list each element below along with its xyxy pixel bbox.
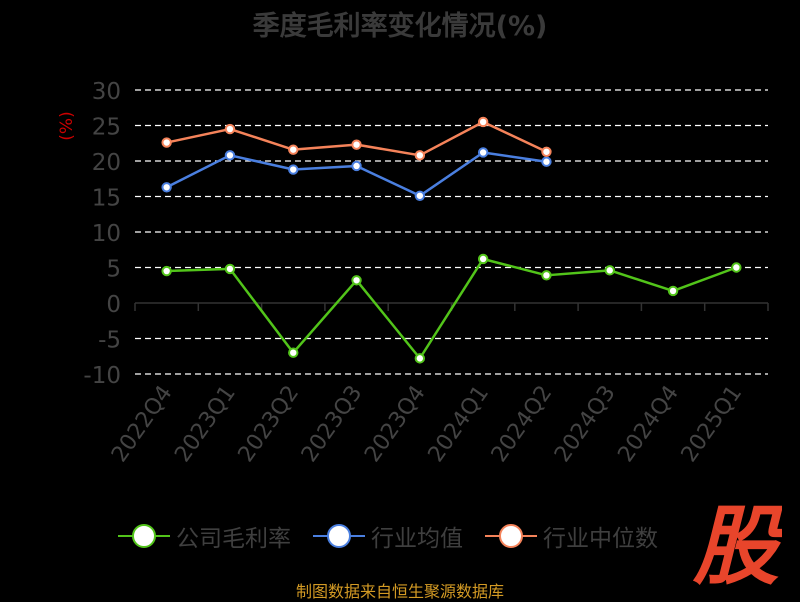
y-tick-label: 15	[92, 186, 121, 212]
data-point	[224, 123, 236, 135]
data-point	[731, 262, 742, 273]
legend-marker-icon	[485, 523, 537, 549]
y-tick-label: -5	[98, 328, 121, 354]
data-point	[224, 150, 236, 161]
y-tick-label: 25	[92, 115, 121, 141]
legend-label: 公司毛利率	[176, 526, 291, 552]
x-tick-label: 2024Q4	[613, 381, 684, 467]
stock-logo: 股	[692, 498, 782, 590]
data-point	[604, 265, 615, 276]
data-point	[288, 144, 299, 155]
data-point	[414, 353, 426, 364]
y-axis-label: (%)	[57, 111, 77, 140]
legend-label: 行业均值	[371, 526, 463, 552]
data-point	[288, 164, 299, 175]
data-point	[161, 137, 172, 148]
data-point	[351, 275, 362, 286]
legend: 公司毛利率 行业均值 行业中位数	[118, 516, 680, 556]
y-tick-label: 30	[92, 79, 121, 105]
y-axis-ticks: -10 -5 0 5 10 15 20 25 30	[83, 79, 121, 389]
series-1	[161, 147, 552, 201]
legend-marker-icon	[313, 523, 365, 549]
legend-label: 行业中位数	[543, 526, 658, 552]
x-tick-label: 2022Q4	[107, 381, 178, 467]
data-point	[541, 270, 552, 281]
x-tick-label: 2023Q3	[297, 381, 368, 467]
x-tick-label: 2023Q4	[360, 381, 431, 467]
y-tick-label: 20	[92, 150, 121, 176]
data-point	[414, 150, 426, 161]
y-tick-label: -10	[83, 363, 121, 389]
chart-title: 季度毛利率变化情况(%)	[252, 11, 548, 42]
svg-text:股: 股	[692, 498, 782, 590]
series-line	[166, 151, 547, 198]
x-axis: 2022Q42023Q12023Q22023Q32023Q42024Q12024…	[107, 302, 769, 467]
source-note: 制图数据来自恒生聚源数据库	[295, 582, 504, 601]
data-point	[477, 253, 489, 265]
legend-item[interactable]: 行业均值	[313, 519, 463, 553]
data-point	[477, 147, 489, 158]
x-tick-label: 2024Q1	[424, 381, 495, 467]
series-2	[161, 116, 552, 161]
data-point	[288, 347, 299, 358]
series-group	[161, 116, 742, 364]
series-line	[166, 120, 547, 157]
x-tick-label: 2024Q2	[487, 381, 558, 467]
data-point	[477, 116, 489, 128]
data-point	[351, 139, 362, 150]
data-point	[667, 285, 679, 297]
x-tick-label: 2023Q2	[234, 381, 305, 467]
data-point	[541, 146, 552, 157]
data-point	[541, 156, 552, 167]
y-tick-label: 5	[106, 257, 121, 283]
series-0	[161, 253, 742, 364]
legend-marker-icon	[118, 523, 170, 549]
legend-item[interactable]: 行业中位数	[485, 519, 658, 553]
x-tick-label: 2023Q1	[170, 381, 241, 467]
x-tick-label: 2025Q1	[677, 381, 748, 467]
legend-item[interactable]: 公司毛利率	[118, 519, 291, 553]
data-point	[224, 263, 236, 275]
y-tick-label: 0	[106, 292, 121, 318]
grid-lines	[135, 89, 768, 375]
y-tick-label: 10	[92, 221, 121, 247]
data-point	[161, 182, 172, 193]
data-point	[161, 265, 172, 277]
data-point	[414, 190, 426, 201]
data-point	[351, 160, 362, 172]
series-line	[166, 257, 737, 360]
x-tick-label: 2024Q3	[550, 381, 621, 467]
